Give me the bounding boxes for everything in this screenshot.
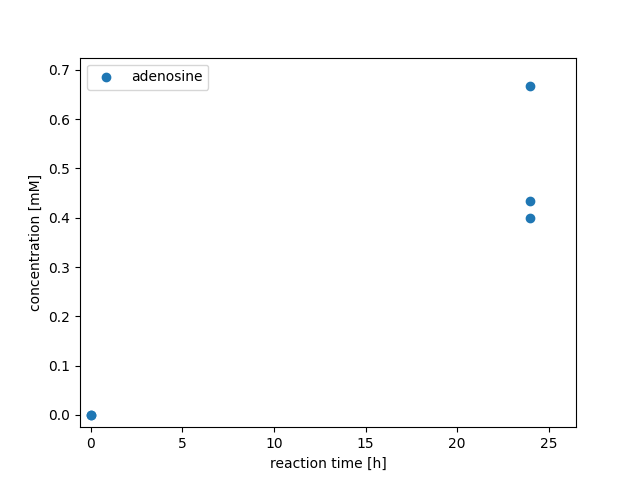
adenosine: [525, 214, 536, 222]
adenosine: [525, 197, 536, 204]
Legend: adenosine: adenosine: [87, 64, 209, 90]
adenosine: [86, 411, 96, 419]
Y-axis label: concentration [mM]: concentration [mM]: [29, 174, 43, 311]
adenosine: [525, 83, 536, 90]
adenosine: [86, 411, 96, 419]
X-axis label: reaction time [h]: reaction time [h]: [269, 456, 387, 470]
